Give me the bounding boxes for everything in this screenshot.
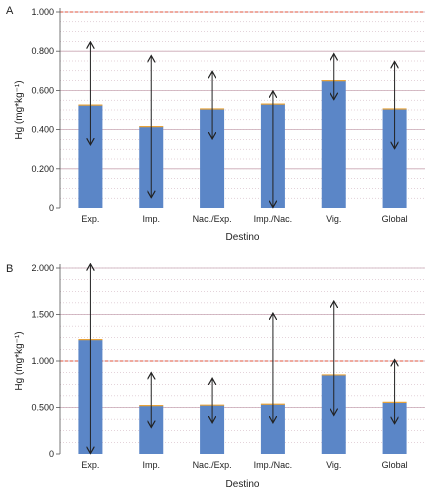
- y-tick-label: 0.500: [31, 403, 54, 413]
- x-tick-label: Nac./Exp.: [193, 214, 232, 224]
- x-tick-label: Exp.: [81, 460, 99, 470]
- y-tick-label: 1.000: [31, 356, 54, 366]
- panel-label: B: [6, 263, 13, 275]
- chart-panel-A: A 0 0.200 0.400 0.600 0.800 1.000 Hg (mg*kg⁻¹) E…: [6, 5, 425, 243]
- x-tick-label: Exp.: [81, 214, 99, 224]
- y-tick-label: 0.200: [31, 164, 54, 174]
- y-tick-label: 0: [49, 203, 54, 213]
- x-tick-label: Imp.: [142, 460, 160, 470]
- chart-panel-B: B 0 0.500 1.000 1.500 2.000 Hg (mg*kg⁻¹) Exp. Im…: [6, 263, 425, 490]
- x-tick-label: Imp./Nac.: [254, 214, 293, 224]
- x-tick-label: Vig.: [326, 214, 341, 224]
- panel-label: A: [6, 5, 14, 17]
- x-tick-label: Imp./Nac.: [254, 460, 293, 470]
- y-axis-label: Hg (mg*kg⁻¹): [14, 331, 25, 390]
- y-tick-label: 0.600: [31, 85, 54, 95]
- y-tick-label: 1.500: [31, 310, 54, 320]
- y-axis-label: Hg (mg*kg⁻¹): [14, 80, 25, 139]
- x-tick-label: Vig.: [326, 460, 341, 470]
- y-tick-label: 0.400: [31, 125, 54, 135]
- y-tick-label: 2.000: [31, 263, 54, 273]
- y-tick-label: 0: [49, 449, 54, 459]
- bar-Vig.: [321, 80, 346, 208]
- x-tick-label: Global: [382, 214, 408, 224]
- y-tick-label: 0.800: [31, 46, 54, 56]
- y-tick-label: 1.000: [31, 7, 54, 17]
- x-axis-label: Destino: [226, 479, 260, 490]
- x-axis-label: Destino: [226, 232, 260, 243]
- x-tick-label: Nac./Exp.: [193, 460, 232, 470]
- x-tick-label: Imp.: [142, 214, 160, 224]
- x-tick-label: Global: [382, 460, 408, 470]
